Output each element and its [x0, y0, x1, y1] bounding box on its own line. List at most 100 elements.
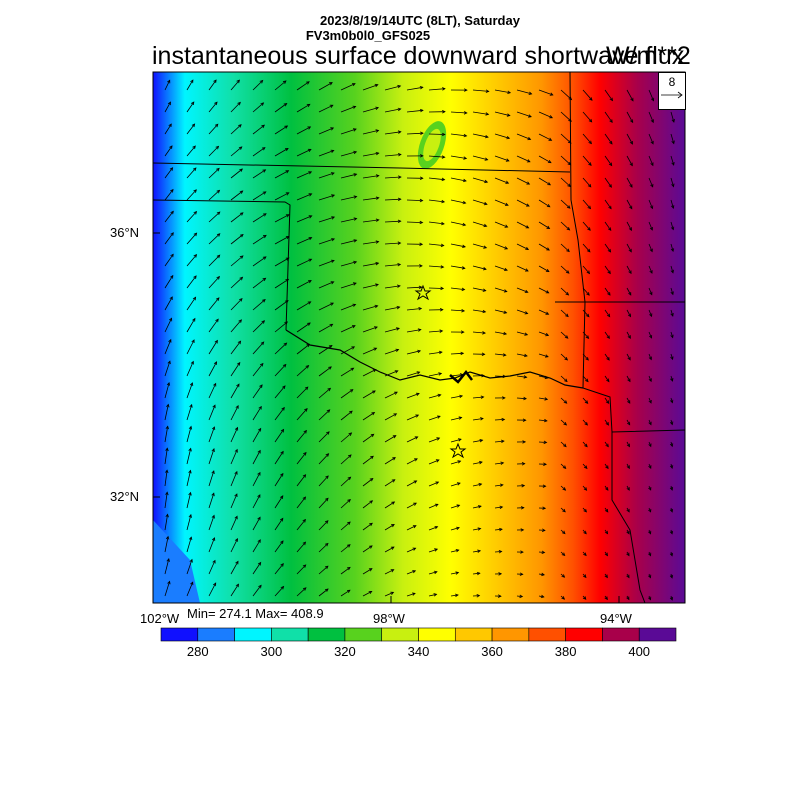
wind-vector-head [561, 552, 566, 556]
wind-vector-head [463, 133, 468, 138]
wind-vector-head [478, 482, 483, 487]
wind-vector-head [440, 286, 445, 291]
wind-vector-head [589, 97, 593, 101]
wind-vector-head [261, 124, 265, 129]
wind-vector [252, 341, 264, 355]
wind-vector [560, 287, 569, 296]
wind-vector-head [302, 587, 307, 591]
wind-vector [494, 243, 508, 250]
wind-vector-head [567, 140, 572, 144]
wind-vector-head [346, 589, 351, 593]
wind-vector-head [419, 220, 424, 225]
wind-vector-head [502, 374, 507, 379]
wind-vector [560, 265, 570, 274]
wind-vector-head [520, 550, 524, 554]
wind-vector-head [239, 190, 244, 194]
wind-vector [516, 111, 532, 118]
wind-vector-head [349, 389, 354, 393]
wind-vector [494, 484, 503, 487]
wind-vector-head [483, 266, 487, 271]
wind-vector [164, 339, 172, 355]
wind-vector-head [211, 448, 215, 452]
wind-vector-head [583, 465, 588, 470]
wind-vector-head [584, 421, 588, 426]
wind-vector-head [189, 536, 193, 541]
colorbar-swatch [602, 627, 640, 642]
wind-vector-head [482, 309, 487, 314]
wind-vector [296, 519, 306, 531]
wind-vector [208, 405, 216, 421]
wind-vector [428, 394, 441, 399]
wind-vector [340, 128, 357, 135]
wind-vector [164, 101, 171, 113]
wind-vector-head [629, 162, 633, 167]
wind-vector [230, 471, 238, 487]
wind-vector-head [608, 184, 612, 188]
wind-vector-head [369, 545, 373, 549]
wind-vector [252, 213, 267, 223]
wind-vector-head [418, 307, 423, 311]
wind-vector-head [483, 245, 488, 249]
wind-vector [604, 155, 613, 166]
colorbar-swatch [307, 627, 346, 642]
wind-vector-head [547, 159, 552, 164]
wind-vector [274, 495, 284, 509]
wind-vector-head [239, 255, 244, 259]
wind-vector-head [463, 111, 468, 115]
wind-vector-head [504, 224, 509, 228]
wind-vector [296, 237, 312, 245]
wind-vector [560, 485, 566, 491]
wind-vector-head [239, 297, 243, 302]
wind-vector [186, 145, 196, 157]
wind-vector-head [485, 134, 489, 139]
wind-vector-head [650, 119, 654, 124]
wind-vector-head [648, 596, 652, 601]
wind-vector-head [627, 335, 631, 339]
wind-vector-head [648, 574, 652, 579]
wind-vector [230, 212, 244, 223]
wind-vector [274, 257, 290, 267]
colorbar-swatch [638, 627, 677, 642]
wind-vector-head [648, 356, 652, 361]
wind-vector-head [328, 344, 333, 349]
wind-vector [318, 453, 329, 465]
wind-vector [186, 426, 192, 443]
wind-vector [230, 405, 239, 421]
wind-vector-head [670, 356, 674, 361]
wind-vector [472, 418, 484, 421]
wind-vector-head [279, 495, 284, 499]
wind-vector-head [193, 189, 197, 193]
wind-vector-head [412, 570, 417, 574]
wind-vector [318, 520, 329, 531]
wind-vector [230, 561, 239, 575]
wind-vector-head [608, 162, 613, 167]
wind-vector-head [168, 317, 173, 322]
wind-vector [428, 459, 440, 465]
wind-vector-head [419, 264, 423, 268]
wind-vector [318, 409, 330, 421]
wind-vector-head [586, 248, 591, 253]
wind-vector-head [234, 448, 238, 453]
wind-vector [494, 309, 507, 314]
wind-vector [406, 329, 421, 333]
wind-vector-head [498, 572, 503, 576]
wind-vector-head [302, 474, 307, 478]
wind-vector [340, 432, 352, 443]
wind-vector-head [648, 334, 653, 339]
wind-vector-head [212, 559, 216, 564]
star-icon [449, 442, 467, 459]
wind-vector-head [542, 506, 547, 510]
wind-vector [296, 171, 312, 179]
wind-vector-head [215, 145, 220, 150]
wind-vector-head [649, 313, 653, 318]
wind-vector-head [328, 366, 332, 370]
wind-vector [538, 89, 553, 96]
page-title: instantaneous surface downward shortwave… [152, 42, 685, 70]
wind-vector [560, 375, 568, 382]
wind-vector-head [375, 261, 380, 266]
wind-vector [252, 406, 262, 421]
wind-vector-head [669, 443, 674, 448]
wind-vector-head [397, 219, 402, 224]
wind-vector-head [214, 123, 219, 128]
wind-vector-head [607, 248, 612, 253]
